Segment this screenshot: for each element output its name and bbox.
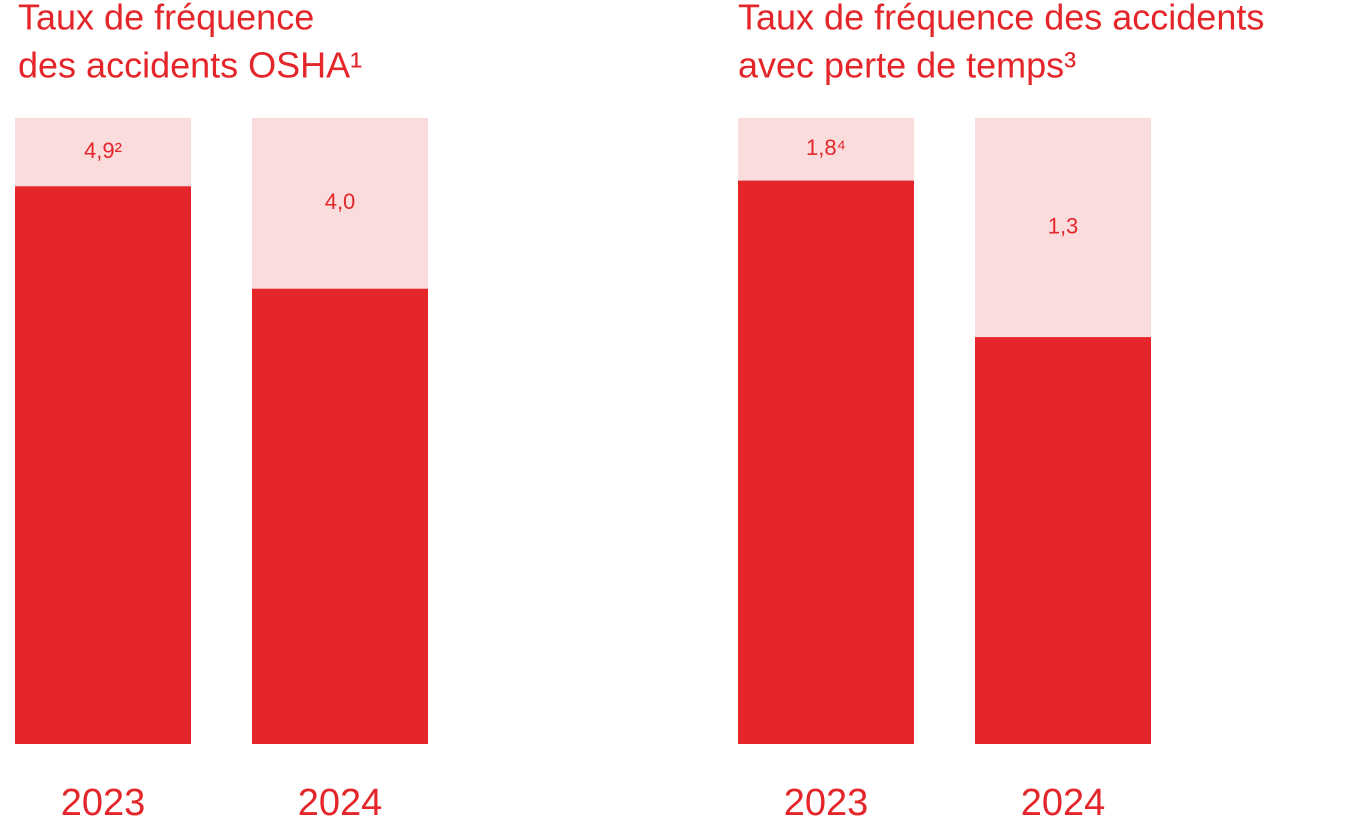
bar xyxy=(738,180,914,745)
chart-title: Taux de fréquence xyxy=(18,0,314,38)
value-label: 4,9² xyxy=(84,138,122,163)
value-label: 1,8⁴ xyxy=(806,135,846,160)
x-tick-label: 2023 xyxy=(61,782,146,821)
x-tick-label: 2024 xyxy=(1021,782,1106,821)
chart-title: des accidents OSHA¹ xyxy=(18,45,362,86)
x-tick-label: 2024 xyxy=(298,782,383,821)
chart-title: Taux de fréquence des accidents xyxy=(738,0,1264,38)
bar xyxy=(975,337,1151,744)
chart-title: avec perte de temps³ xyxy=(738,45,1076,86)
bar xyxy=(15,186,191,745)
bar xyxy=(252,288,428,744)
value-label: 1,3 xyxy=(1048,213,1079,238)
value-label: 4,0 xyxy=(325,189,356,214)
x-tick-label: 2023 xyxy=(784,782,869,821)
